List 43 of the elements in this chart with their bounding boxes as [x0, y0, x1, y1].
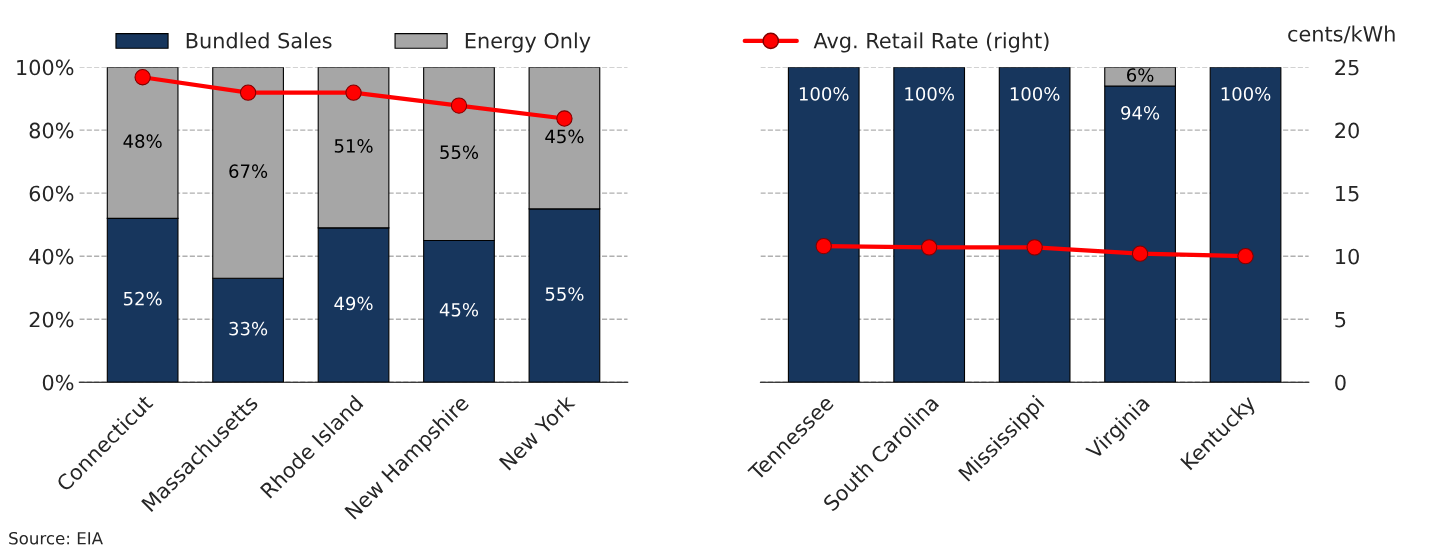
point [815, 237, 832, 255]
data-label: 55% [545, 287, 584, 301]
data-label: 100% [1221, 87, 1271, 101]
y-tick-label: 80% [29, 122, 74, 139]
y-tick-label: 100% [17, 59, 74, 76]
point [556, 110, 573, 127]
point [345, 84, 362, 101]
legend-label: Energy Only [465, 32, 591, 53]
data-label: 6% [1127, 68, 1154, 82]
y-tick-label: 20% [29, 311, 74, 328]
legend-label: Bundled Sales [186, 32, 332, 49]
point [450, 97, 468, 114]
data-label: 55% [440, 145, 479, 160]
data-label: 48% [123, 134, 162, 149]
y2-tick-label: 20 [1335, 122, 1359, 139]
data-label: 100% [1010, 87, 1060, 101]
data-label: 100% [799, 87, 849, 101]
data-label: 52% [123, 291, 162, 306]
y-tick-label: 0% [42, 374, 74, 391]
data-label: 100% [905, 87, 954, 101]
y2-tick-label: 25 [1335, 59, 1359, 76]
data-label: 49% [334, 296, 373, 311]
data-label: 94% [1121, 106, 1160, 120]
y2-tick-label: 5 [1335, 311, 1346, 328]
data-label: 33% [229, 321, 268, 336]
data-label: 45% [439, 302, 479, 317]
legend-label: Avg. Retail Rate (right) [813, 32, 1049, 53]
source-note: Source: EIA [9, 531, 103, 545]
y2-tick-label: 0 [1335, 374, 1346, 391]
point [134, 69, 151, 86]
data-label: 45% [545, 129, 584, 144]
data-label: 51% [334, 139, 373, 153]
point [1237, 248, 1254, 265]
y2-axis-title: cents/kWh [1288, 25, 1395, 44]
point [921, 239, 938, 256]
point [239, 84, 257, 101]
y2-tick-label: 10 [1336, 248, 1359, 265]
y-tick-label: 60% [29, 185, 74, 202]
point [1131, 245, 1149, 262]
point [1026, 239, 1043, 256]
y2-tick-label: 15 [1336, 185, 1359, 202]
data-label: 67% [229, 164, 268, 178]
y-tick-label: 40% [29, 248, 74, 265]
